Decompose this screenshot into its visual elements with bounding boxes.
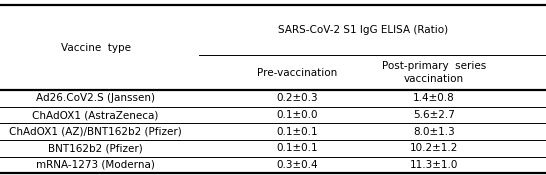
Text: Ad26.CoV2.S (Janssen): Ad26.CoV2.S (Janssen): [36, 93, 155, 103]
Text: Pre-vaccination: Pre-vaccination: [258, 68, 337, 78]
Text: 5.6±2.7: 5.6±2.7: [413, 110, 455, 120]
Text: 8.0±1.3: 8.0±1.3: [413, 127, 455, 137]
Text: 0.3±0.4: 0.3±0.4: [277, 160, 318, 170]
Text: 0.2±0.3: 0.2±0.3: [277, 93, 318, 103]
Text: 10.2±1.2: 10.2±1.2: [410, 143, 458, 153]
Text: Post-primary  series
vaccination: Post-primary series vaccination: [382, 61, 486, 84]
Text: mRNA-1273 (Moderna): mRNA-1273 (Moderna): [36, 160, 155, 170]
Text: 0.1±0.0: 0.1±0.0: [277, 110, 318, 120]
Text: 11.3±1.0: 11.3±1.0: [410, 160, 458, 170]
Text: 0.1±0.1: 0.1±0.1: [277, 143, 318, 153]
Text: SARS-CoV-2 S1 IgG ELISA (Ratio): SARS-CoV-2 S1 IgG ELISA (Ratio): [278, 25, 448, 35]
Text: ChAdOX1 (AZ)/BNT162b2 (Pfizer): ChAdOX1 (AZ)/BNT162b2 (Pfizer): [9, 127, 182, 137]
Text: 0.1±0.1: 0.1±0.1: [277, 127, 318, 137]
Text: 1.4±0.8: 1.4±0.8: [413, 93, 455, 103]
Text: Vaccine  type: Vaccine type: [61, 43, 130, 53]
Text: BNT162b2 (Pfizer): BNT162b2 (Pfizer): [48, 143, 143, 153]
Text: ChAdOX1 (AstraZeneca): ChAdOX1 (AstraZeneca): [32, 110, 159, 120]
